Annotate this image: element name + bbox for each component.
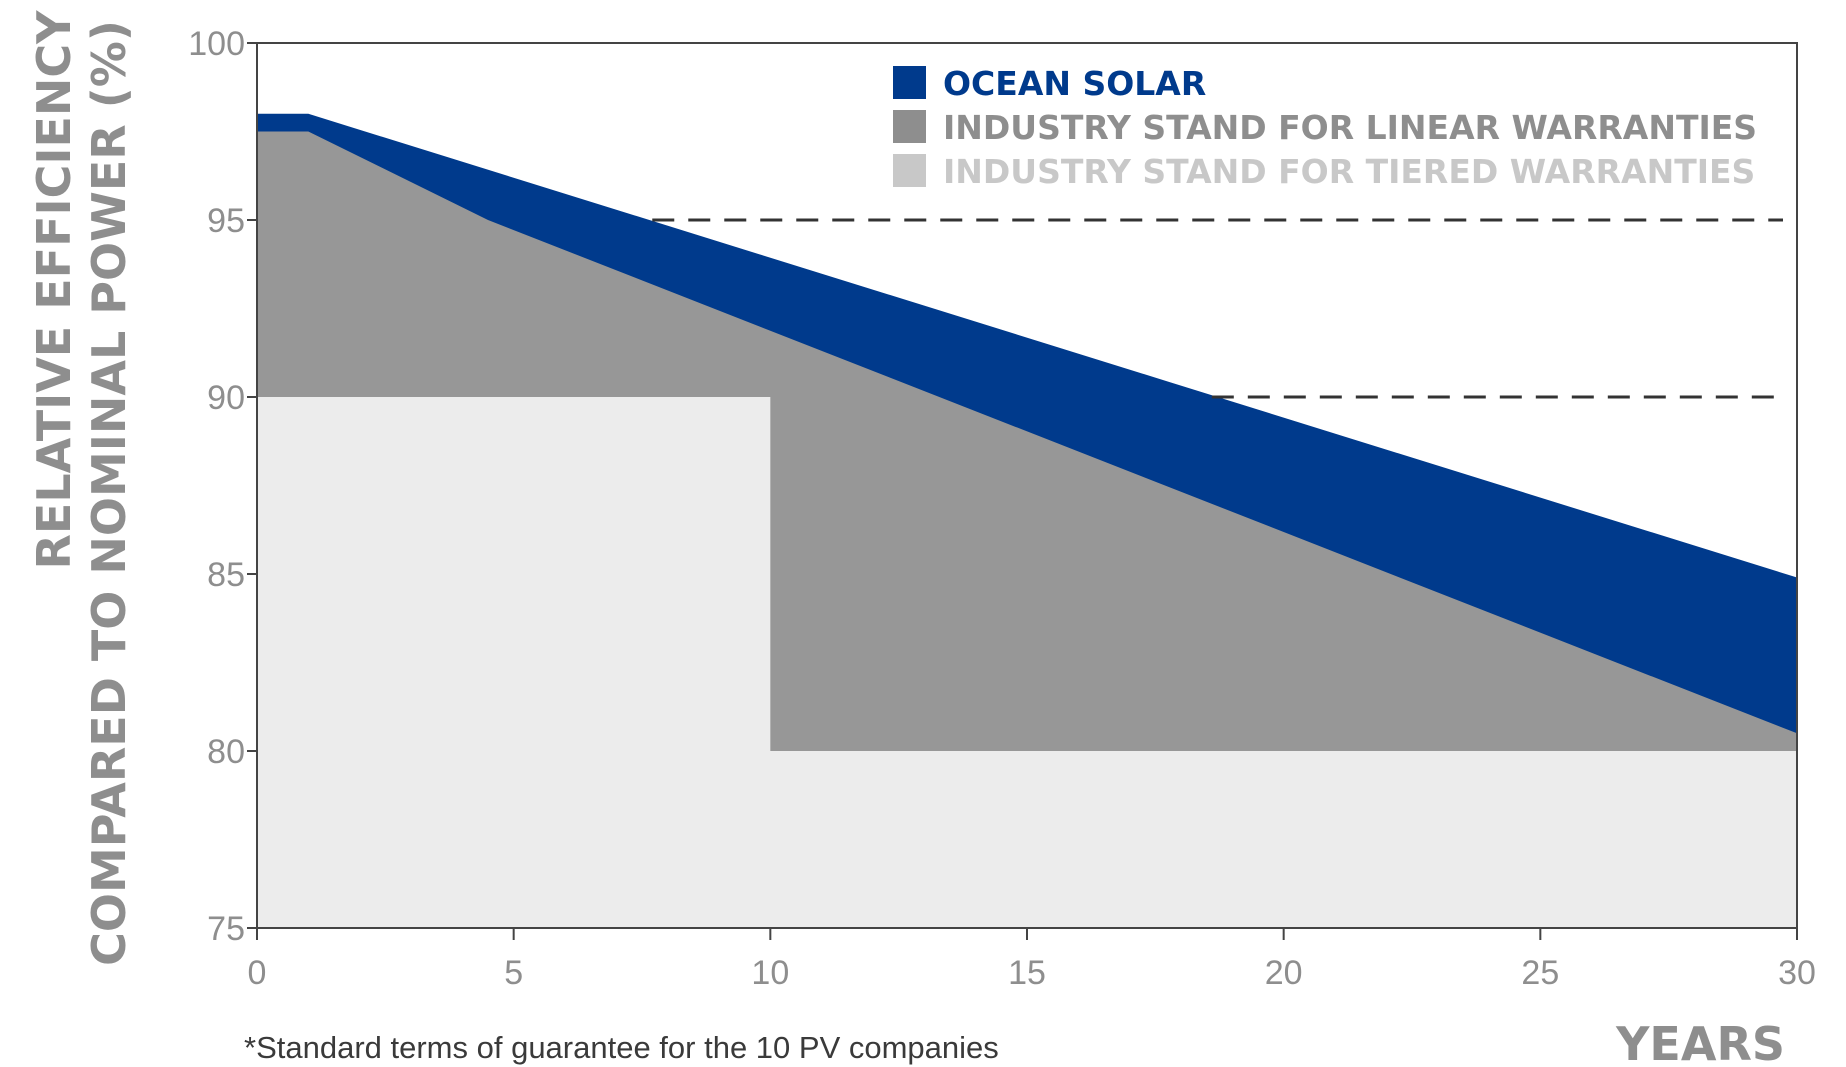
y-tick-label: 90 <box>207 379 245 417</box>
legend-label: INDUSTRY STAND FOR LINEAR WARRANTIES <box>943 108 1757 147</box>
legend-swatch <box>893 110 926 143</box>
legend-label: INDUSTRY STAND FOR TIERED WARRANTIES <box>943 152 1755 191</box>
area-layer <box>257 113 1797 929</box>
y-tick-label: 85 <box>207 556 245 594</box>
legend-swatch <box>893 66 926 99</box>
x-tick-label: 25 <box>1521 954 1559 992</box>
y-axis-label-line1: RELATIVE EFFICIENCY <box>27 10 81 570</box>
x-axis-label: YEARS <box>1615 1017 1785 1067</box>
area-series-3 <box>257 397 1797 928</box>
y-tick-label: 95 <box>207 202 245 240</box>
x-tick-label: 20 <box>1265 954 1303 992</box>
x-tick-label: 30 <box>1778 954 1816 992</box>
x-axis: 0 5 10 15 20 25 30 <box>248 928 1816 992</box>
legend-swatch <box>893 154 926 187</box>
x-tick-label: 10 <box>751 954 789 992</box>
y-tick-label: 100 <box>188 25 245 63</box>
x-tick-label: 15 <box>1008 954 1046 992</box>
x-tick-label: 0 <box>248 954 267 992</box>
legend-label: OCEAN SOLAR <box>943 64 1206 103</box>
legend: OCEAN SOLAR INDUSTRY STAND FOR LINEAR WAR… <box>893 64 1757 191</box>
footnote: *Standard terms of guarantee for the 10 … <box>244 1030 999 1065</box>
reference-lines <box>652 218 1783 399</box>
y-axis-label-line2: COMPARED TO NOMINAL POWER (%) <box>82 20 136 966</box>
y-tick-label: 80 <box>207 733 245 771</box>
y-tick-label: 75 <box>207 910 245 948</box>
x-tick-label: 5 <box>504 954 523 992</box>
y-axis: 75 80 85 90 95 100 <box>188 25 257 948</box>
